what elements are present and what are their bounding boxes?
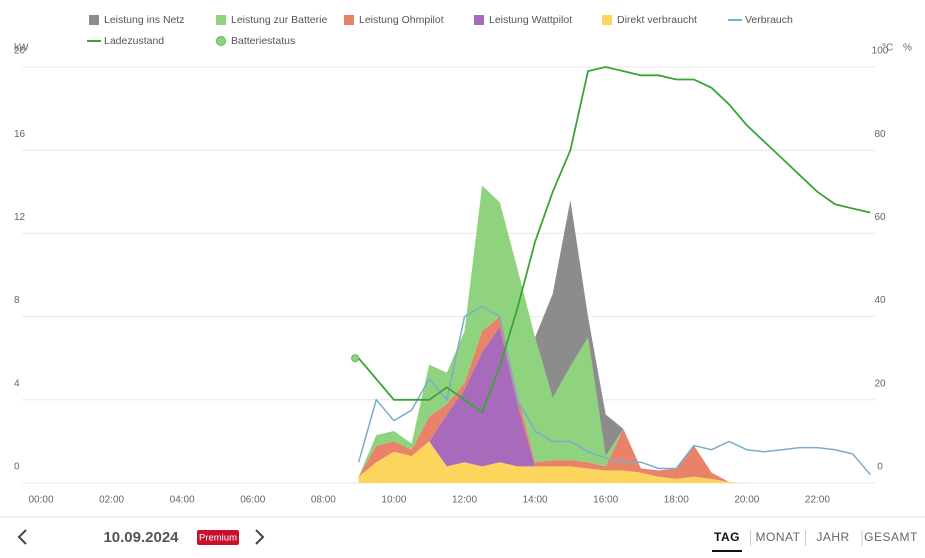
x-tick-label: 08:00 xyxy=(311,495,336,506)
next-button[interactable] xyxy=(255,529,265,545)
legend-marker[interactable] xyxy=(474,15,484,25)
x-tick-label: 06:00 xyxy=(240,495,265,506)
legend-label[interactable]: Batteriestatus xyxy=(231,35,295,47)
y2-tick-label: 100 xyxy=(872,46,889,57)
legend-label[interactable]: Leistung zur Batterie xyxy=(231,14,327,26)
x-tick-label: 02:00 xyxy=(99,495,124,506)
legend-marker[interactable] xyxy=(216,36,226,46)
y2-axis-label: °C xyxy=(882,43,893,54)
legend-label[interactable]: Leistung Wattpilot xyxy=(489,14,572,26)
premium-badge xyxy=(197,530,239,545)
area xyxy=(358,316,871,483)
x-tick-label: 12:00 xyxy=(452,495,477,506)
y-tick-label: 16 xyxy=(14,129,26,140)
point xyxy=(351,354,360,363)
area xyxy=(358,327,871,483)
x-tick-label: 04:00 xyxy=(170,495,195,506)
x-tick-label: 14:00 xyxy=(523,495,548,506)
tab[interactable]: JAHR xyxy=(816,530,849,544)
legend-label[interactable]: Leistung Ohmpilot xyxy=(359,14,444,26)
y-tick-label: 20 xyxy=(14,46,26,57)
line xyxy=(357,66,871,414)
y2-tick-label: 60 xyxy=(874,212,886,223)
legend-marker[interactable] xyxy=(89,15,99,25)
x-tick-label: 18:00 xyxy=(664,495,689,506)
x-tick-label: 22:00 xyxy=(805,495,830,506)
legend-label[interactable]: Verbrauch xyxy=(745,14,793,26)
y2-tick-label: 40 xyxy=(874,295,886,306)
premium-label: Premium xyxy=(199,533,237,544)
legend-marker[interactable] xyxy=(344,15,354,25)
y-tick-label: 0 xyxy=(14,462,20,473)
y2-tick-label: 80 xyxy=(874,129,886,140)
x-tick-label: 10:00 xyxy=(381,495,406,506)
tab[interactable]: MONAT xyxy=(756,530,801,544)
y-tick-label: 8 xyxy=(14,295,20,306)
area xyxy=(358,185,871,483)
y2-tick-label: 0 xyxy=(877,462,883,473)
date: 10.09.2024 xyxy=(103,529,179,546)
tab[interactable]: TAG xyxy=(714,530,740,544)
y2-axis-label: % xyxy=(903,43,912,54)
legend-label[interactable]: Ladezustand xyxy=(104,35,164,47)
legend-marker[interactable] xyxy=(216,15,226,25)
line xyxy=(357,305,871,476)
area xyxy=(358,185,871,483)
y-tick-label: 4 xyxy=(14,378,20,389)
tab[interactable]: GESAMT xyxy=(864,530,918,544)
y-tick-label: 12 xyxy=(14,212,26,223)
y-axis-label: kW xyxy=(14,43,29,54)
x-tick-label: 20:00 xyxy=(734,495,759,506)
y2-tick-label: 20 xyxy=(874,378,886,389)
legend-label[interactable]: Leistung ins Netz xyxy=(104,14,185,26)
area xyxy=(358,441,871,483)
prev-button[interactable] xyxy=(17,529,27,545)
x-tick-label: 00:00 xyxy=(28,495,53,506)
legend-marker[interactable] xyxy=(602,15,612,25)
x-tick-label: 16:00 xyxy=(593,495,618,506)
legend-label[interactable]: Direkt verbraucht xyxy=(617,14,697,26)
